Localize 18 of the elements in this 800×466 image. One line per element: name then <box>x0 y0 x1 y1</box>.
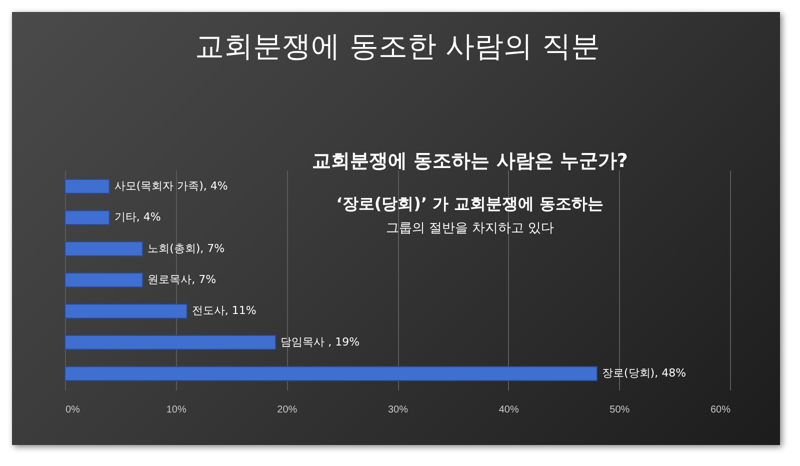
annotation: ‘장로(당회)’ 가 교회분쟁에 동조하는 <box>336 194 604 215</box>
x-tick-label: 50% <box>610 404 630 416</box>
data-label: 원로목사, 7% <box>148 273 216 286</box>
x-tick-label: 40% <box>498 404 519 416</box>
data-label: 노회(총회), 7% <box>148 242 225 255</box>
data-label: 기타, 4% <box>114 210 161 224</box>
chart-title: 교회분쟁에 동조한 사람의 직분 <box>195 29 600 63</box>
x-tick-label: 30% <box>388 404 408 416</box>
x-tick-label: 0% <box>66 404 80 416</box>
annotation: 교회분쟁에 동조하는 사람은 누군가? <box>312 149 628 174</box>
x-tick-label: 20% <box>277 404 298 416</box>
data-label: 전도사, 11% <box>192 304 256 318</box>
x-tick-label: 10% <box>166 404 186 416</box>
data-label: 담임목사 , 19% <box>280 335 360 348</box>
x-tick-label: 60% <box>710 404 731 416</box>
annotation: 그룹의 절반을 차지하고 있다 <box>386 220 554 237</box>
data-label: 장로(당회), 48% <box>602 366 686 380</box>
data-label: 사모(목회자 가족), 4% <box>114 179 228 192</box>
